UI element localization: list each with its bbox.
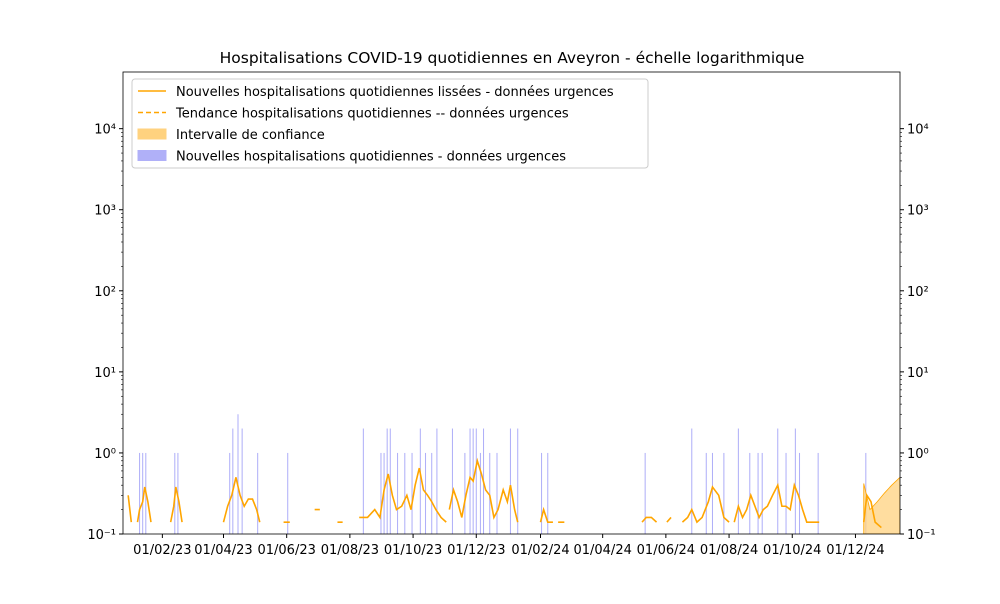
bar (777, 428, 779, 534)
bar (794, 428, 796, 534)
y2-tick-label: 10¹ (907, 366, 929, 381)
confidence-area (863, 476, 900, 534)
y2-tick-label: 10⁴ (907, 123, 929, 138)
legend-label: Intervalle de confiance (176, 128, 325, 143)
x-tick-label: 01/10/23 (384, 543, 442, 558)
bar (287, 452, 289, 534)
bar (386, 428, 388, 534)
y-tick-label: 10³ (94, 204, 116, 219)
bar (479, 452, 481, 534)
legend-label: Tendance hospitalisations quotidiennes -… (175, 107, 569, 122)
bar (691, 428, 693, 534)
bar (404, 452, 406, 534)
y2-tick-label: 10⁰ (907, 447, 929, 462)
bar (232, 428, 234, 534)
bar (541, 452, 543, 534)
x-tick-label: 01/02/23 (133, 543, 191, 558)
bar (798, 452, 801, 534)
x-tick-label: 01/12/23 (447, 543, 505, 558)
bar (817, 452, 819, 534)
bar (475, 428, 477, 534)
y2-tick-label: 10² (907, 285, 929, 300)
x-tick-label: 01/06/23 (257, 543, 315, 558)
smoothed-line (127, 457, 882, 529)
plot-area (127, 414, 900, 534)
x-tick-label: 01/06/24 (637, 543, 695, 558)
x-tick-label: 01/08/24 (700, 543, 758, 558)
bar (419, 428, 421, 534)
bar (785, 452, 787, 534)
bar (431, 452, 433, 534)
bar (644, 452, 646, 534)
plot-frame (122, 71, 901, 535)
x-tick-label: 01/08/23 (321, 543, 379, 558)
bar (737, 428, 739, 534)
y-tick-label: 10⁰ (94, 447, 116, 462)
bar (362, 428, 364, 534)
legend-swatch (137, 128, 167, 140)
y-tick-label: 10² (94, 285, 116, 300)
bar (517, 428, 519, 534)
bar (469, 428, 471, 534)
bar (547, 452, 549, 534)
x-tick-label: 01/10/24 (763, 543, 821, 558)
x-tick-label: 01/04/24 (573, 543, 631, 558)
bar (711, 452, 714, 534)
bar (411, 452, 413, 534)
y-tick-label: 10⁻¹ (87, 528, 116, 543)
bar (509, 428, 511, 534)
bar (436, 428, 438, 534)
bar (723, 452, 725, 534)
legend-box (131, 78, 649, 169)
y2-tick-label: 10³ (907, 204, 929, 219)
x-tick-label: 01/02/24 (511, 543, 569, 558)
legend-swatch (137, 150, 167, 161)
bar (464, 452, 466, 534)
bar (397, 452, 399, 534)
bar (139, 452, 141, 534)
bar (142, 452, 144, 534)
y2-tick-label: 10⁻¹ (907, 528, 936, 543)
bar (380, 452, 382, 534)
y-tick-label: 10⁴ (94, 123, 116, 138)
legend-label: Nouvelles hospitalisations quotidiennes … (176, 150, 566, 165)
bar (237, 414, 239, 534)
bar (489, 452, 491, 534)
bar (496, 452, 498, 534)
bar (757, 452, 759, 534)
y-tick-label: 10¹ (94, 366, 116, 381)
legend: Nouvelles hospitalisations quotidiennes … (131, 78, 649, 169)
bar (257, 452, 259, 534)
bar (761, 452, 763, 534)
chart-title: Hospitalisations COVID-19 quotidiennes e… (220, 49, 805, 67)
bar (705, 452, 707, 534)
bar (241, 428, 243, 534)
bar (229, 452, 231, 534)
x-tick-label: 01/04/23 (194, 543, 252, 558)
legend-label: Nouvelles hospitalisations quotidiennes … (176, 85, 614, 100)
x-tick-label: 01/12/24 (826, 543, 884, 558)
bar (451, 428, 453, 534)
bar (749, 452, 751, 534)
